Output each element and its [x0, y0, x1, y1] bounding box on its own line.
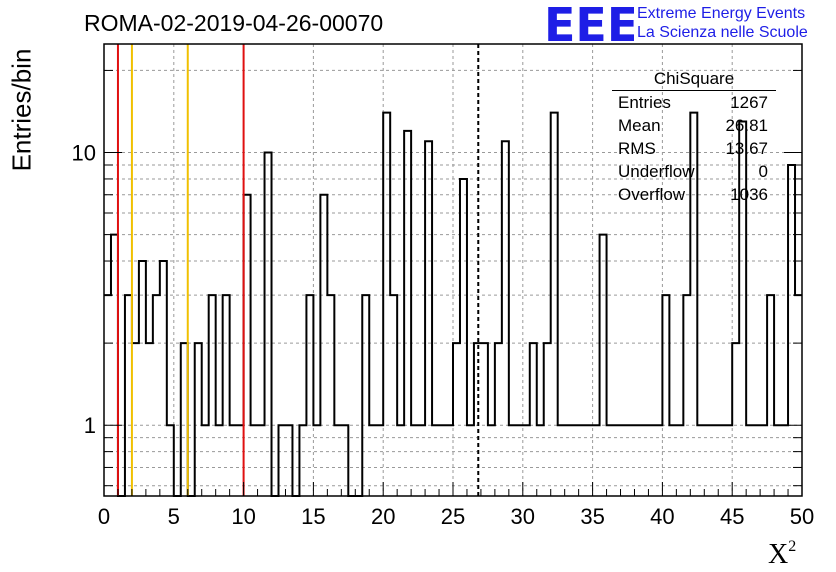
histogram-bin	[662, 295, 669, 496]
histogram-bin	[383, 113, 390, 496]
stats-value: 1267	[730, 93, 768, 112]
logo-caption-line2: La Scienza nelle Scuole	[637, 24, 808, 41]
stats-title: ChiSquare	[612, 68, 776, 91]
histogram-bin	[195, 343, 202, 496]
stats-row-overflow: Overflow 1036	[612, 183, 776, 206]
x-axis-label-sup: 2	[788, 538, 797, 555]
x-tick-label: 15	[301, 504, 325, 529]
histogram-bin	[244, 195, 251, 496]
eee-logo-text: EEE	[544, 2, 634, 44]
histogram-bin	[404, 131, 411, 496]
histogram-bin	[306, 295, 313, 496]
histogram-bin	[732, 343, 739, 496]
histogram-bin	[530, 343, 537, 496]
histogram-bin	[544, 343, 551, 496]
stats-key: Entries	[618, 93, 671, 112]
histogram-bin	[111, 235, 118, 496]
histogram-bin	[495, 343, 502, 496]
x-tick-label: 10	[231, 504, 255, 529]
x-tick-label: 40	[650, 504, 674, 529]
stats-key: Underflow	[618, 162, 695, 181]
histogram-bin	[146, 343, 153, 496]
stats-key: Overflow	[618, 185, 686, 204]
eee-logo: EEE	[544, 2, 634, 44]
histogram-bin	[265, 153, 272, 496]
x-axis-label: X2	[768, 538, 796, 571]
y-tick-label: 10	[72, 141, 96, 166]
histogram-bin	[453, 343, 460, 496]
stats-value: 26.81	[725, 116, 768, 135]
x-tick-label: 30	[511, 504, 535, 529]
x-axis-label-base: X	[768, 539, 789, 570]
stats-row-entries: Entries 1267	[612, 91, 776, 114]
y-tick-label: 1	[84, 413, 96, 438]
histogram-bin	[460, 179, 467, 496]
logo-caption-line1: Extreme Energy Events	[637, 5, 806, 22]
x-tick-label: 35	[580, 504, 604, 529]
stats-value: 1036	[730, 185, 768, 204]
x-tick-label: 5	[168, 504, 180, 529]
histogram-bin	[223, 295, 230, 496]
stats-row-underflow: Underflow 0	[612, 160, 776, 183]
histogram-bin	[139, 261, 146, 496]
histogram-bin	[551, 113, 558, 496]
histogram-bin	[320, 195, 327, 496]
y-axis-label: Entries/bin	[6, 48, 37, 172]
histogram-bin	[209, 295, 216, 496]
histogram-bin	[181, 343, 188, 496]
histogram-bin	[795, 295, 802, 496]
histogram-bin	[362, 295, 369, 496]
histogram-bin	[104, 295, 111, 496]
stats-value: 13.67	[725, 139, 768, 158]
stats-box: ChiSquare Entries 1267 Mean 26.81 RMS 13.67…	[612, 68, 776, 206]
stats-key: Mean	[618, 116, 661, 135]
x-tick-label: 25	[441, 504, 465, 529]
histogram-bin	[767, 295, 774, 496]
histogram-bin	[481, 343, 488, 496]
stats-key: RMS	[618, 139, 656, 158]
histogram-outline	[104, 111, 802, 497]
stats-row-rms: RMS 13.67	[612, 137, 776, 160]
histogram-bin	[327, 295, 334, 496]
histogram-bin	[600, 235, 607, 496]
stats-value: 0	[758, 162, 768, 181]
x-tick-label: 20	[371, 504, 395, 529]
histogram-bin	[683, 295, 690, 496]
histogram-bin	[153, 295, 160, 496]
x-tick-label: 45	[720, 504, 744, 529]
x-tick-label: 50	[790, 504, 814, 529]
histogram-bin	[125, 295, 132, 496]
logo-caption: Extreme Energy Events La Scienza nelle S…	[637, 4, 808, 42]
histogram-bin	[132, 343, 139, 496]
histogram-bin	[788, 165, 795, 496]
stats-row-mean: Mean 26.81	[612, 114, 776, 137]
chart-title: ROMA-02-2019-04-26-00070	[84, 10, 384, 36]
histogram-bin	[390, 295, 397, 496]
histogram-bin	[160, 261, 167, 496]
x-tick-label: 0	[98, 504, 110, 529]
